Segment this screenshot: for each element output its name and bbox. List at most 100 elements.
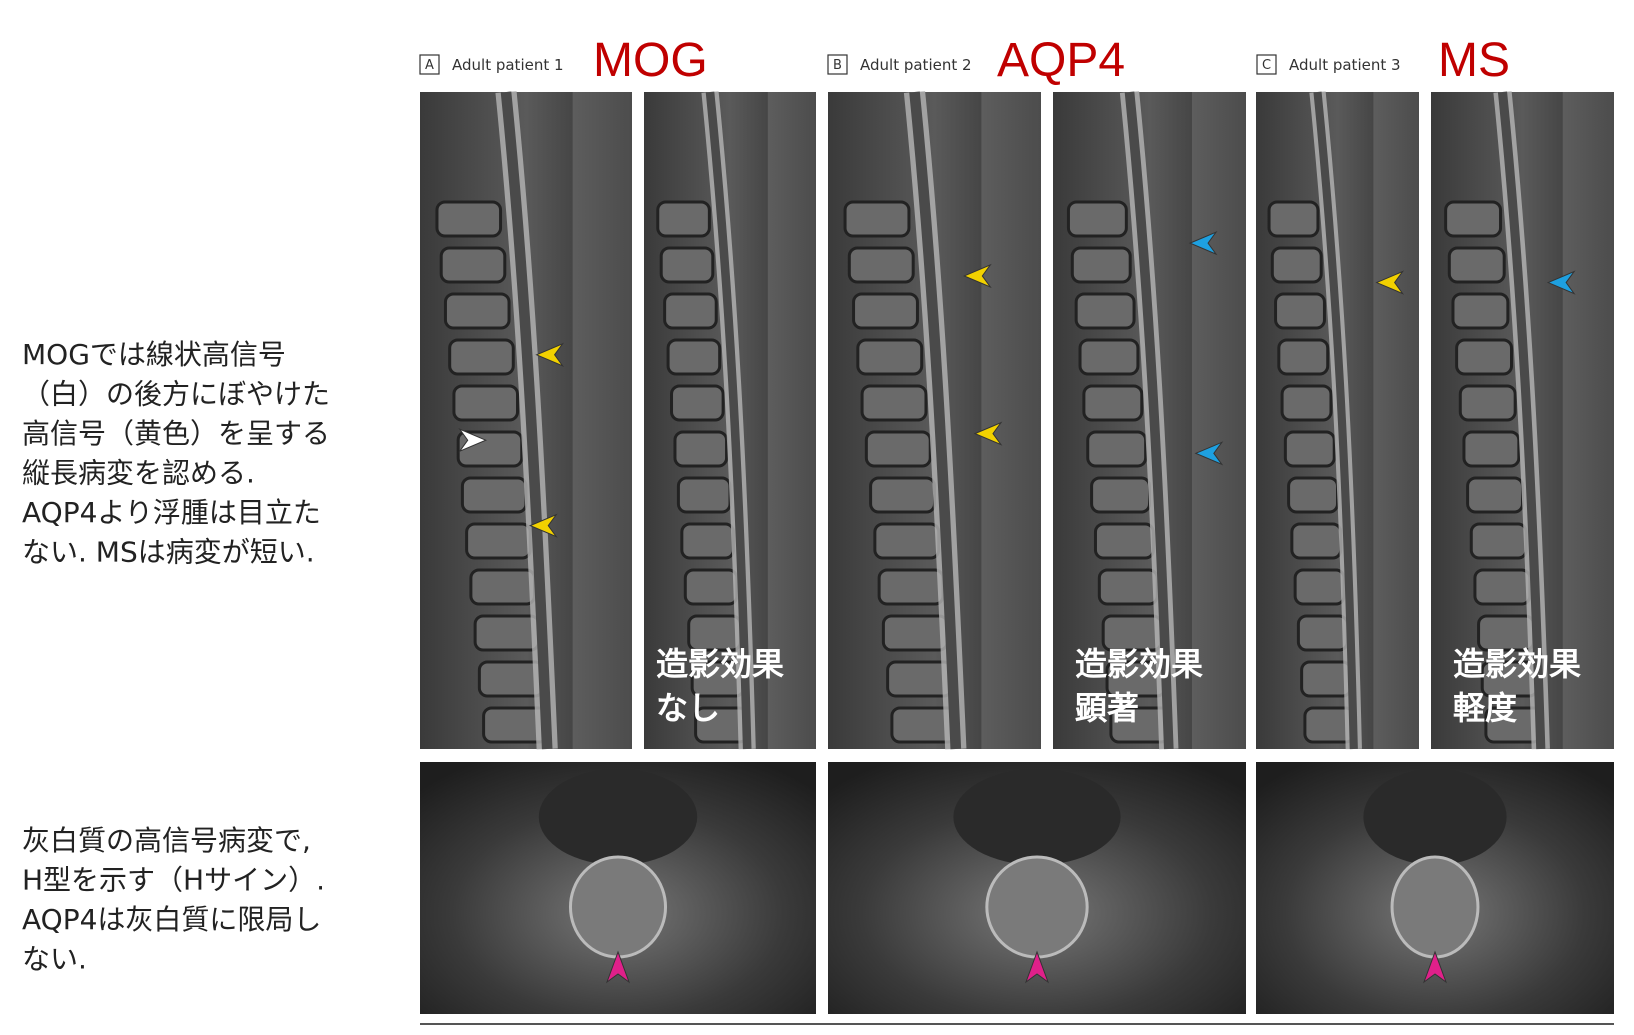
note-line: （白）の後方にぼやけた [22, 378, 330, 411]
vertebral-body [538, 769, 698, 865]
vertebra [683, 568, 739, 606]
vertebra [448, 338, 515, 376]
spinal-cord-core [705, 91, 752, 750]
note-line: 灰白質の高信号病変で, [22, 824, 311, 857]
vertebra [852, 292, 919, 330]
enhancement-label: なし [656, 689, 720, 727]
vertebra [869, 476, 936, 514]
arrowhead [528, 513, 558, 538]
vertebra [656, 200, 711, 238]
spinal-cord-core [1497, 91, 1546, 750]
vertebra [435, 200, 503, 238]
cord-axial [1390, 855, 1480, 959]
note-line: 縦長病変を認める. [22, 457, 255, 490]
vertebra [1444, 200, 1503, 238]
vertebra [1300, 660, 1353, 698]
vertebra [443, 292, 511, 330]
spinal-cord-core [909, 91, 962, 750]
posterior-tissue [1191, 92, 1246, 749]
note-line: 高信号（黄色）を呈する [22, 417, 330, 450]
vertebra [1086, 430, 1148, 468]
vertebra [847, 246, 915, 284]
arrowhead [535, 342, 565, 367]
vertebra [1093, 522, 1155, 560]
arrowhead [1546, 270, 1576, 295]
arrowhead [1194, 441, 1224, 466]
arrowhead [1024, 950, 1050, 984]
disease-title: MS [1438, 34, 1510, 87]
vertebra [1082, 384, 1144, 422]
spinal-cord-core [1313, 91, 1358, 750]
vertebra [1283, 430, 1336, 468]
vertebra [1473, 568, 1532, 606]
vertebra [670, 384, 725, 422]
vertebra [1070, 246, 1132, 284]
patient-label: Adult patient 2 [860, 56, 972, 74]
vertebra [1469, 522, 1528, 560]
vertebra [1296, 614, 1349, 652]
disease-title: AQP4 [997, 34, 1125, 87]
posterior-tissue [981, 92, 1041, 749]
spinal-cord-core [1124, 91, 1174, 750]
vertebra [856, 338, 924, 376]
panel-letter: C [1262, 58, 1271, 73]
vertebra [663, 292, 718, 330]
enhancement-label: 造影効果 [1453, 645, 1581, 683]
vertebra [1462, 430, 1521, 468]
note-line: H型を示す（Hサイン）. [22, 864, 325, 897]
cord-axial [568, 855, 668, 959]
vertebra [1280, 384, 1333, 422]
posterior-tissue [767, 92, 816, 749]
vertebra [439, 246, 507, 284]
vertebra [666, 338, 722, 376]
posterior-tissue [1562, 92, 1614, 749]
panel-letter-box [827, 54, 848, 75]
vertebra [873, 522, 941, 560]
arrowhead [1422, 950, 1448, 984]
vertebra [1270, 246, 1323, 284]
vertebra [452, 384, 520, 422]
patient-label: Adult patient 3 [1289, 56, 1401, 74]
vertebral-body [953, 769, 1121, 865]
vertebra [843, 200, 911, 238]
posterior-tissue [1373, 92, 1419, 749]
vertebra [1097, 568, 1159, 606]
cord-axial [985, 855, 1089, 959]
panel-letter: A [425, 58, 434, 73]
vertebra [469, 568, 536, 606]
vertebra [473, 614, 541, 652]
vertebra [1293, 568, 1346, 606]
vertebra [1290, 522, 1343, 560]
vertebra [1074, 292, 1136, 330]
vertebra [465, 522, 532, 560]
vertebra [860, 384, 928, 422]
vertebra [864, 430, 932, 468]
vertebra [680, 522, 735, 560]
enhancement-label: 顕著 [1075, 689, 1139, 727]
vertebra [460, 476, 528, 514]
vertebra [676, 476, 732, 514]
vertebra [1066, 200, 1128, 238]
note-line: AQP4より浮腫は目立た [22, 496, 321, 529]
arrowhead [973, 421, 1003, 446]
vertebra [1078, 338, 1140, 376]
patient-label: Adult patient 1 [452, 56, 564, 74]
posterior-tissue [572, 92, 632, 749]
note-line: ない. MSは病変が短い. [22, 536, 315, 569]
vertebra [1277, 338, 1330, 376]
vertebra [1466, 476, 1524, 514]
vertebral-body [1363, 769, 1507, 865]
vertebra [1451, 292, 1510, 330]
note-line: AQP4は灰白質に限局し [22, 903, 321, 936]
vertebra [881, 614, 949, 652]
vertebra [1287, 476, 1339, 514]
panel-letter-box [1256, 54, 1277, 75]
arrowhead [605, 950, 631, 984]
vertebra [1274, 292, 1326, 330]
arrowhead [1375, 270, 1405, 295]
vertebra [1447, 246, 1506, 284]
enhancement-label: 造影効果 [656, 645, 784, 683]
enhancement-label: 軽度 [1453, 689, 1517, 727]
arrowhead [458, 428, 488, 453]
